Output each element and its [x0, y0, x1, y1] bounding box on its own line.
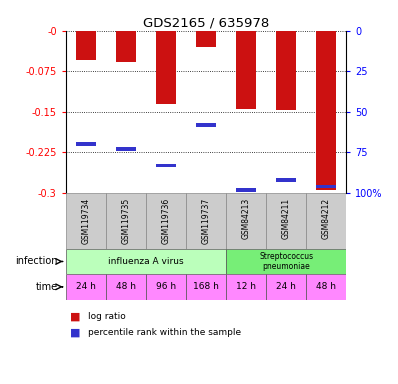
- Text: infection: infection: [15, 257, 58, 266]
- Text: GSM119736: GSM119736: [161, 197, 170, 244]
- Text: time: time: [35, 282, 58, 292]
- Bar: [66, 274, 106, 300]
- Text: 12 h: 12 h: [236, 282, 256, 291]
- Bar: [196, 31, 216, 47]
- Bar: [146, 193, 186, 249]
- Bar: [276, 31, 296, 110]
- Text: percentile rank within the sample: percentile rank within the sample: [88, 328, 241, 337]
- Text: GSM84213: GSM84213: [242, 197, 251, 239]
- Bar: [316, 185, 336, 189]
- Bar: [306, 193, 346, 249]
- Bar: [66, 193, 106, 249]
- Text: 48 h: 48 h: [316, 282, 336, 291]
- Bar: [116, 31, 136, 61]
- Bar: [196, 123, 216, 127]
- Bar: [236, 31, 256, 109]
- Bar: [76, 142, 96, 146]
- Bar: [226, 193, 266, 249]
- Bar: [106, 274, 146, 300]
- Bar: [316, 31, 336, 190]
- Bar: [156, 164, 176, 167]
- Text: GSM84212: GSM84212: [322, 197, 331, 238]
- Text: 24 h: 24 h: [76, 282, 96, 291]
- Bar: [226, 249, 346, 274]
- Bar: [186, 193, 226, 249]
- Bar: [76, 31, 96, 60]
- Bar: [266, 193, 306, 249]
- Text: 168 h: 168 h: [193, 282, 219, 291]
- Bar: [276, 178, 296, 182]
- Text: GSM119737: GSM119737: [201, 197, 211, 244]
- Bar: [266, 274, 306, 300]
- Bar: [186, 274, 226, 300]
- Text: ■: ■: [70, 327, 80, 337]
- Bar: [66, 249, 226, 274]
- Text: GSM119735: GSM119735: [121, 197, 130, 244]
- Bar: [156, 31, 176, 104]
- Text: 48 h: 48 h: [116, 282, 136, 291]
- Text: 24 h: 24 h: [276, 282, 296, 291]
- Text: log ratio: log ratio: [88, 312, 125, 321]
- Text: 96 h: 96 h: [156, 282, 176, 291]
- Text: GSM119734: GSM119734: [81, 197, 90, 244]
- Bar: [116, 147, 136, 151]
- Bar: [226, 274, 266, 300]
- Title: GDS2165 / 635978: GDS2165 / 635978: [143, 17, 269, 30]
- Bar: [106, 193, 146, 249]
- Bar: [306, 274, 346, 300]
- Text: ■: ■: [70, 312, 80, 322]
- Bar: [146, 274, 186, 300]
- Text: Streptococcus
pneumoniae: Streptococcus pneumoniae: [259, 252, 313, 271]
- Text: GSM84211: GSM84211: [282, 197, 291, 238]
- Text: influenza A virus: influenza A virus: [108, 257, 183, 266]
- Bar: [236, 188, 256, 192]
